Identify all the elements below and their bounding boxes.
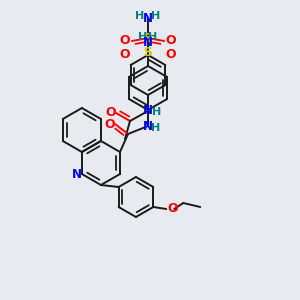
Text: H: H [135, 11, 145, 21]
Text: H: H [148, 32, 158, 42]
Text: O: O [166, 47, 176, 61]
Text: H: H [152, 123, 160, 133]
Text: N: N [143, 119, 153, 133]
Text: N: N [72, 167, 82, 181]
Text: H: H [152, 11, 160, 21]
Text: H: H [152, 107, 162, 117]
Text: N: N [143, 11, 153, 25]
Text: O: O [105, 118, 115, 130]
Text: N: N [143, 37, 153, 50]
Text: O: O [120, 34, 130, 47]
Text: O: O [106, 106, 116, 118]
Text: S: S [143, 32, 152, 44]
Text: S: S [143, 46, 152, 59]
Text: O: O [167, 202, 178, 215]
Text: N: N [143, 104, 153, 118]
Text: O: O [166, 34, 176, 47]
Text: O: O [120, 47, 130, 61]
Text: H: H [138, 32, 148, 42]
